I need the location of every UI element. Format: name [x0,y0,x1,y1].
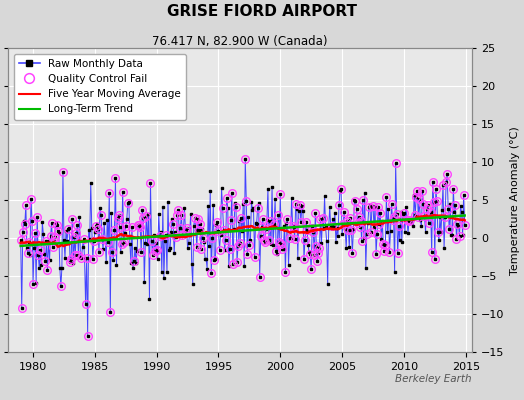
Y-axis label: Temperature Anomaly (°C): Temperature Anomaly (°C) [510,126,520,275]
Legend: Raw Monthly Data, Quality Control Fail, Five Year Moving Average, Long-Term Tren: Raw Monthly Data, Quality Control Fail, … [14,54,186,120]
Text: Berkeley Earth: Berkeley Earth [395,374,472,384]
Title: 76.417 N, 82.900 W (Canada): 76.417 N, 82.900 W (Canada) [152,35,328,48]
Text: GRISE FIORD AIRPORT: GRISE FIORD AIRPORT [167,4,357,19]
